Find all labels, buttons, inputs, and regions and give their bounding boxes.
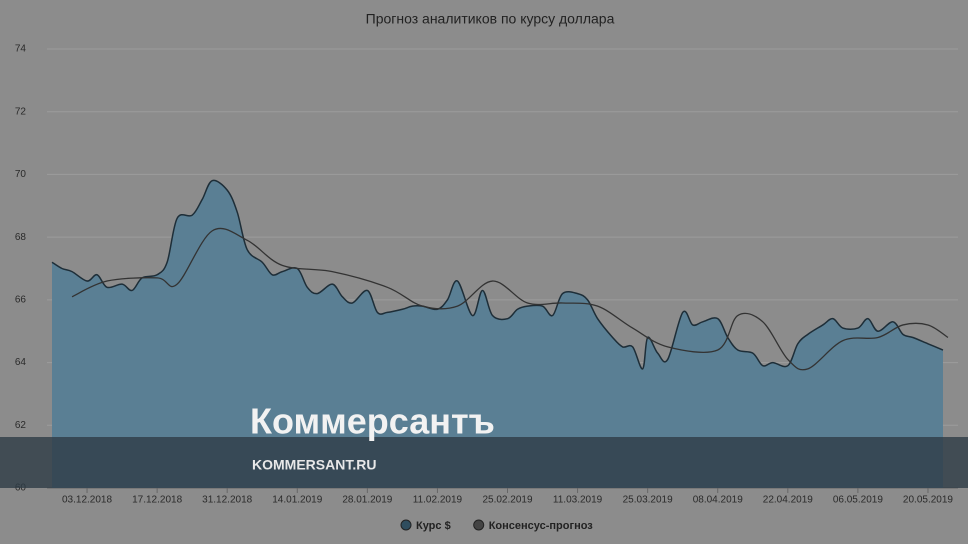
x-tick-label: 25.02.2019 <box>482 495 532 506</box>
x-tick-label: 20.05.2019 <box>903 495 953 506</box>
chart-title: Прогноз аналитиков по курсу доллара <box>366 11 615 27</box>
x-tick-label: 06.05.2019 <box>833 495 883 506</box>
x-tick-label: 28.01.2019 <box>342 495 392 506</box>
x-tick-label: 03.12.2018 <box>62 495 112 506</box>
line <box>71 227 949 371</box>
y-tick-label: 64 <box>15 357 27 368</box>
x-tick-label: 11.03.2019 <box>553 495 603 506</box>
y-tick-label: 70 <box>15 169 27 180</box>
y-tick-label: 74 <box>15 44 27 55</box>
area-outline <box>51 179 944 370</box>
watermark-band <box>0 437 968 488</box>
y-tick-label: 68 <box>15 232 27 243</box>
x-tick-label: 08.04.2019 <box>693 495 743 506</box>
area <box>52 180 943 488</box>
y-tick-label: 72 <box>15 106 27 117</box>
legend-marker <box>400 519 412 531</box>
watermark-site: KOMMERSANT.RU <box>252 457 376 473</box>
y-tick-label: 60 <box>15 483 27 494</box>
x-tick-label: 11.02.2019 <box>413 495 463 506</box>
x-tick-label: 14.01.2019 <box>272 495 322 506</box>
legend-label: Консенсус-прогноз <box>489 520 594 532</box>
watermark-brand: Коммерсантъ <box>250 401 495 442</box>
y-tick-label: 66 <box>15 294 27 305</box>
legend-label: Курс $ <box>416 520 451 532</box>
x-tick-label: 31.12.2018 <box>202 495 252 506</box>
y-tick-label: 62 <box>15 420 27 431</box>
legend-marker <box>473 519 485 531</box>
x-tick-label: 17.12.2018 <box>132 495 182 506</box>
x-tick-label: 25.03.2019 <box>623 495 673 506</box>
x-tick-label: 22.04.2019 <box>763 495 813 506</box>
